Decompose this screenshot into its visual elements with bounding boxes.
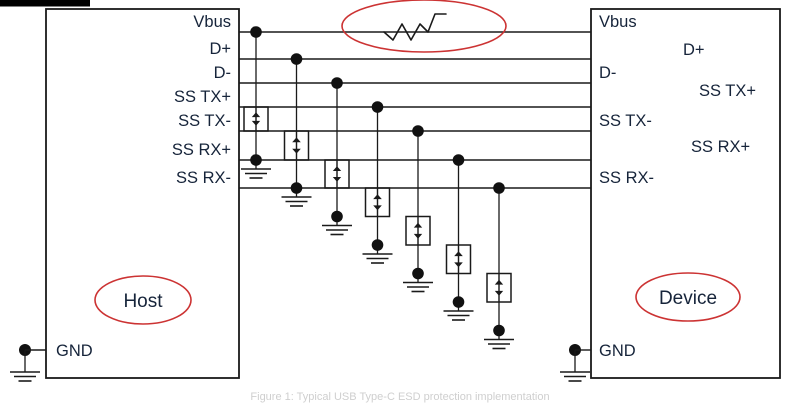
svg-text:SS RX+: SS RX+ bbox=[691, 138, 750, 156]
svg-text:Host: Host bbox=[123, 291, 163, 312]
svg-text:Vbus: Vbus bbox=[193, 13, 231, 31]
svg-text:GND: GND bbox=[599, 342, 636, 360]
svg-text:D-: D- bbox=[599, 64, 616, 82]
svg-text:SS RX+: SS RX+ bbox=[172, 141, 231, 159]
svg-text:SS TX+: SS TX+ bbox=[699, 82, 756, 100]
svg-text:SS RX-: SS RX- bbox=[176, 169, 231, 187]
svg-text:SS TX+: SS TX+ bbox=[174, 88, 231, 106]
svg-text:D+: D+ bbox=[209, 40, 231, 58]
svg-text:SS RX-: SS RX- bbox=[599, 169, 654, 187]
svg-text:Vbus: Vbus bbox=[599, 13, 637, 31]
svg-text:Device: Device bbox=[659, 288, 717, 309]
svg-text:D+: D+ bbox=[683, 41, 705, 59]
svg-text:Figure 1: Typical USB Type-C E: Figure 1: Typical USB Type-C ESD protect… bbox=[250, 391, 549, 403]
svg-text:D-: D- bbox=[214, 64, 231, 82]
svg-text:SS TX-: SS TX- bbox=[178, 112, 231, 130]
svg-text:GND: GND bbox=[56, 342, 93, 360]
svg-text:SS TX-: SS TX- bbox=[599, 112, 652, 130]
